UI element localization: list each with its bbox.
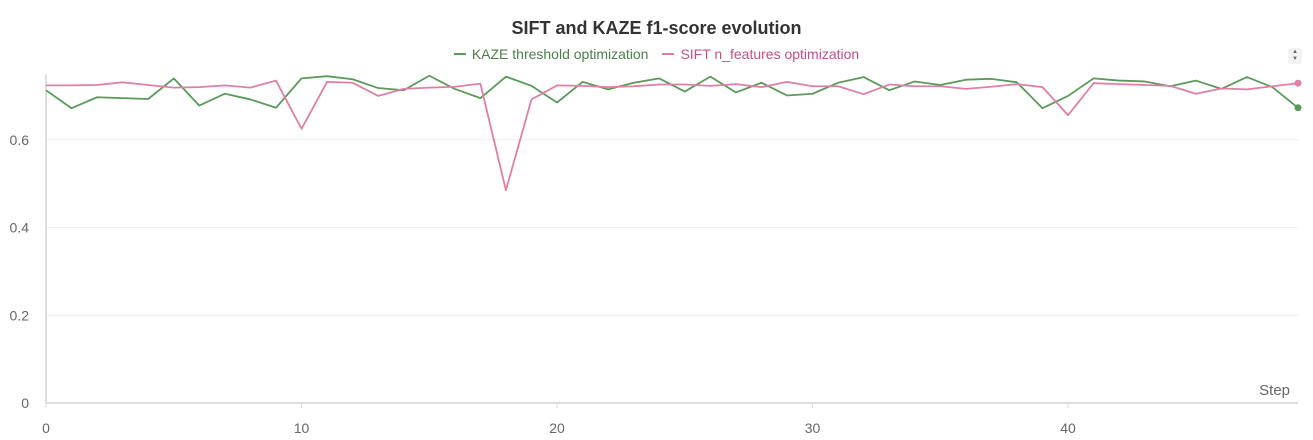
- legend-swatch-kaze: [453, 53, 466, 55]
- x-tick-label: 10: [294, 420, 310, 436]
- chart-title: SIFT and KAZE f1-score evolution: [511, 18, 802, 38]
- x-tick-label: 30: [805, 420, 821, 436]
- legend: KAZE threshold optimization SIFT n_featu…: [0, 46, 1313, 62]
- up-down-arrows-icon[interactable]: ▲ ▼: [1288, 48, 1302, 64]
- tick-labels: 0 0.2 0.4 0.6 0 10 20 30 40: [10, 132, 1077, 436]
- legend-label-kaze: KAZE threshold optimization: [471, 46, 649, 62]
- legend-item-kaze[interactable]: KAZE threshold optimization: [453, 46, 649, 62]
- x-tick-label: 0: [42, 420, 50, 436]
- y-tick-label: 0.6: [10, 132, 30, 148]
- series-line-sift[interactable]: [46, 79, 1299, 192]
- arrow-up-icon: ▲: [1292, 49, 1298, 55]
- series-line-kaze[interactable]: [45, 74, 1299, 110]
- series-lines: [45, 74, 1302, 192]
- y-tick-label: 0.2: [10, 307, 30, 323]
- legend-label-sift: SIFT n_features optimization: [680, 46, 860, 62]
- x-axis-label: Step: [1259, 382, 1290, 399]
- legend-item-sift[interactable]: SIFT n_features optimization: [662, 46, 859, 62]
- x-tick-label: 40: [1060, 420, 1076, 436]
- grid-lines: [46, 139, 1298, 316]
- arrow-down-icon: ▼: [1292, 56, 1298, 62]
- series-end-point-kaze[interactable]: [1294, 104, 1302, 112]
- legend-swatch-sift: [662, 53, 675, 55]
- y-tick-label: 0.4: [10, 220, 30, 236]
- series-end-point-sift[interactable]: [1294, 79, 1302, 87]
- y-tick-label: 0: [21, 395, 29, 411]
- axes: [45, 74, 1298, 408]
- x-tick-label: 20: [549, 420, 565, 436]
